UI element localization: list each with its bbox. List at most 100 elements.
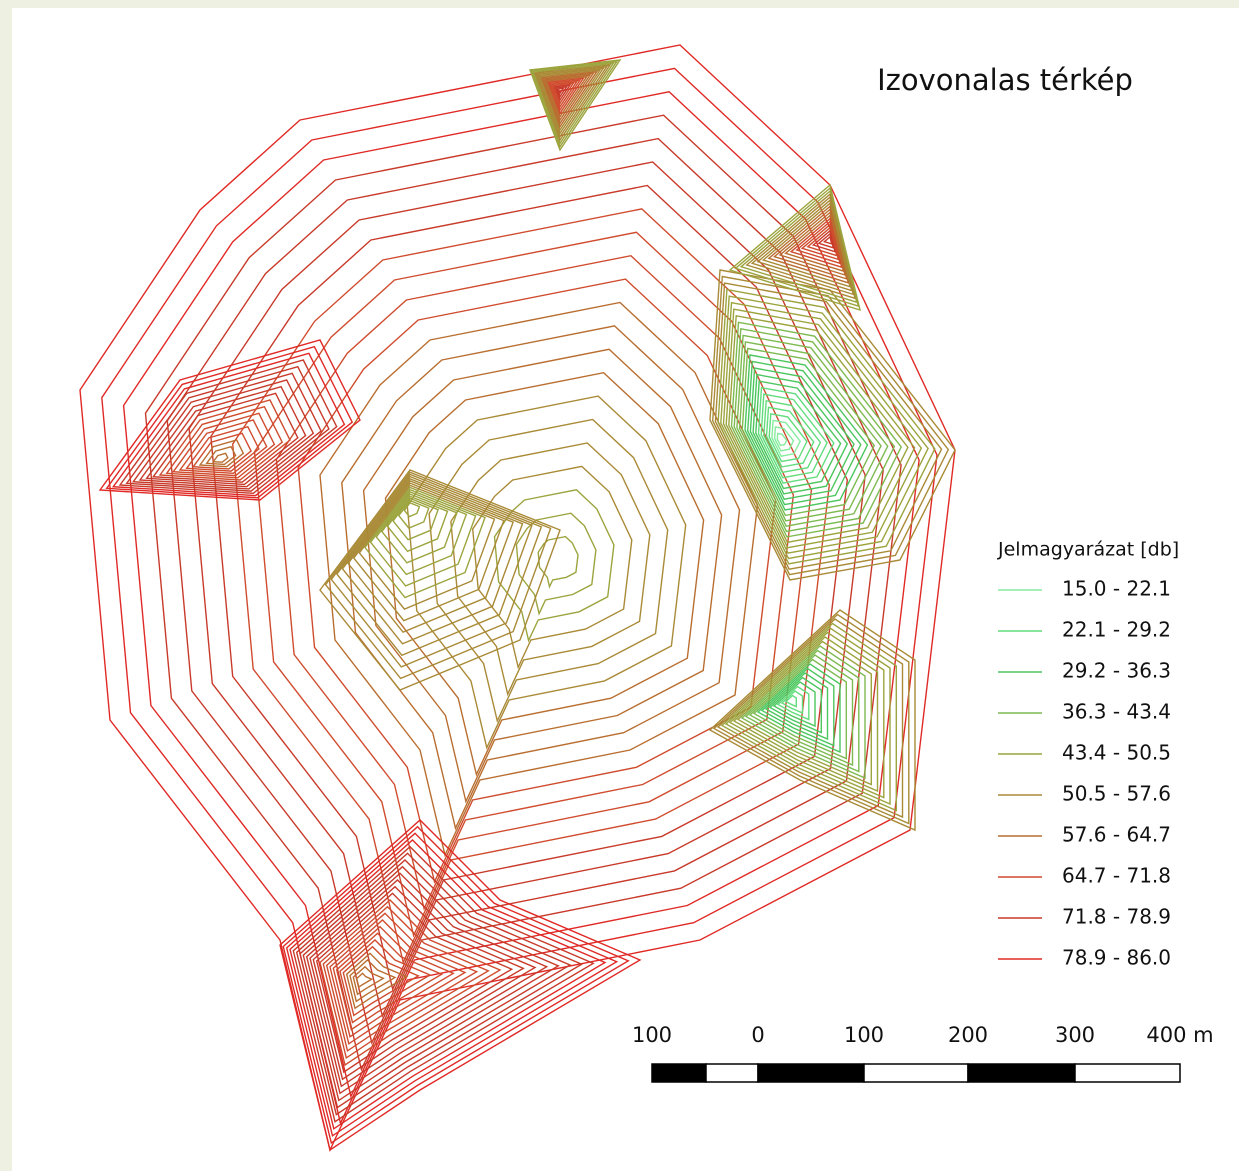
scale-label: 100 xyxy=(632,1023,672,1047)
contour xyxy=(352,482,505,622)
contour xyxy=(728,631,885,799)
contour xyxy=(811,229,836,253)
contour xyxy=(384,371,705,777)
contour xyxy=(545,75,589,119)
contour xyxy=(144,114,902,1072)
contour xyxy=(749,367,855,500)
contour xyxy=(297,278,777,884)
legend-label: 57.6 - 64.7 xyxy=(1062,823,1171,847)
scale-label: 100 xyxy=(844,1023,884,1047)
contour xyxy=(717,288,936,565)
contour xyxy=(744,649,860,773)
contour xyxy=(515,512,597,616)
contour xyxy=(329,919,467,1045)
contour xyxy=(540,70,599,129)
contour xyxy=(131,372,322,490)
contour xyxy=(392,497,439,541)
contour xyxy=(772,681,816,728)
contour xyxy=(756,199,853,292)
contour xyxy=(362,348,723,804)
contour xyxy=(322,905,490,1060)
contour xyxy=(355,972,374,989)
contour xyxy=(714,282,943,570)
contour xyxy=(471,465,633,670)
contour xyxy=(111,352,346,497)
contour xyxy=(386,495,449,553)
contour xyxy=(728,314,909,544)
contour xyxy=(185,425,260,472)
contour xyxy=(332,925,455,1038)
legend: 15.0 - 22.1 22.1 - 29.2 29.2 - 36.3 36.3 - … xyxy=(998,577,1171,970)
contour xyxy=(493,489,615,643)
contour xyxy=(542,72,595,125)
contour xyxy=(765,406,815,468)
contour xyxy=(757,386,835,484)
contour xyxy=(125,365,330,492)
contour xyxy=(302,865,560,1102)
contour xyxy=(760,393,828,479)
contour xyxy=(211,452,229,463)
contour xyxy=(537,535,579,589)
contour xyxy=(315,892,514,1074)
contour xyxy=(763,399,822,474)
contour xyxy=(784,694,797,708)
legend-label: 15.0 - 22.1 xyxy=(1062,577,1171,601)
contour xyxy=(745,192,856,300)
contour xyxy=(776,685,810,721)
contour xyxy=(720,295,929,560)
contour xyxy=(171,412,276,477)
contour xyxy=(778,211,846,277)
contour xyxy=(724,627,891,806)
contour xyxy=(289,839,607,1130)
contour xyxy=(330,473,543,668)
contour xyxy=(101,67,938,1126)
contour xyxy=(312,885,525,1081)
contour xyxy=(789,217,843,269)
scale-segment xyxy=(1074,1063,1181,1083)
contour xyxy=(191,432,252,470)
contour xyxy=(547,77,585,115)
contour xyxy=(122,91,920,1099)
contour xyxy=(716,618,904,819)
contour xyxy=(299,859,572,1109)
contour xyxy=(550,80,579,109)
map-title: Izovonalas térkép xyxy=(877,63,1133,97)
contour xyxy=(557,87,565,95)
contour xyxy=(205,445,237,466)
legend-label: 22.1 - 29.2 xyxy=(1062,618,1171,642)
contour xyxy=(342,945,420,1017)
contour xyxy=(339,939,432,1024)
contour xyxy=(319,899,502,1067)
scale-segment xyxy=(757,1063,865,1083)
contour xyxy=(768,676,822,734)
contour xyxy=(720,622,897,812)
contour xyxy=(722,301,923,554)
contour xyxy=(739,189,858,304)
legend-label: 71.8 - 78.9 xyxy=(1062,905,1171,929)
contour xyxy=(347,480,514,634)
contour xyxy=(369,488,477,587)
contour xyxy=(534,64,612,142)
contour xyxy=(397,499,430,529)
contour xyxy=(532,62,615,145)
scale-bar: 100 0 100 200 300 400 m xyxy=(632,1023,1214,1083)
contour xyxy=(406,395,687,750)
contour xyxy=(746,360,862,506)
scale-label: 400 m xyxy=(1146,1023,1213,1047)
contour xyxy=(756,663,841,754)
contour xyxy=(725,308,916,549)
legend-label: 43.4 - 50.5 xyxy=(1062,741,1171,765)
contour xyxy=(822,235,833,245)
contour xyxy=(335,932,444,1031)
scale-label: 200 xyxy=(948,1023,988,1047)
contour xyxy=(733,327,896,533)
contour xyxy=(539,69,602,132)
contour xyxy=(544,74,592,122)
contour xyxy=(165,405,284,479)
contour xyxy=(305,872,549,1095)
scale-segment xyxy=(967,1063,1076,1083)
contour xyxy=(341,325,741,831)
contour xyxy=(375,491,468,576)
scale-segment xyxy=(651,1063,707,1083)
contour xyxy=(198,439,245,468)
